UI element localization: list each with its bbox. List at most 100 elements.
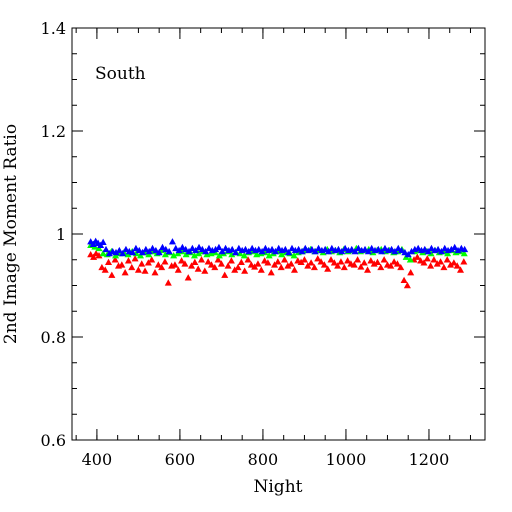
data-point (334, 262, 342, 269)
data-point (387, 262, 395, 269)
data-point (281, 245, 289, 253)
data-point (164, 279, 172, 286)
data-point (97, 241, 105, 249)
data-point (165, 247, 173, 255)
data-point (307, 259, 315, 266)
data-point (460, 249, 468, 257)
data-point (227, 257, 235, 264)
data-point (247, 261, 255, 268)
data-point (324, 265, 332, 272)
data-point (98, 263, 106, 271)
data-point (401, 248, 409, 256)
data-point (141, 267, 149, 274)
data-point (400, 276, 408, 284)
data-point (310, 263, 318, 271)
data-point (158, 243, 166, 251)
data-point (145, 250, 153, 258)
data-point (148, 256, 156, 263)
data-point (151, 269, 159, 276)
data-point (287, 260, 295, 267)
data-point (134, 266, 142, 273)
data-point (413, 253, 421, 260)
data-point (145, 247, 153, 255)
data-point (328, 244, 336, 252)
data-point (404, 250, 412, 258)
data-point (188, 262, 196, 269)
plot-annotation: South (95, 64, 146, 84)
data-point (149, 244, 157, 252)
data-point (115, 246, 123, 254)
data-point (440, 263, 448, 271)
data-point (99, 249, 107, 257)
data-point (124, 250, 132, 258)
data-point (451, 243, 459, 251)
data-point (340, 263, 348, 271)
plot-frame (71, 27, 486, 441)
data-point (417, 257, 425, 264)
data-point (275, 244, 283, 252)
data-point (194, 265, 202, 272)
data-point (321, 245, 329, 253)
data-point (129, 248, 137, 256)
data-point (281, 256, 289, 263)
data-point (300, 256, 308, 263)
data-point (427, 244, 435, 252)
data-point (261, 244, 269, 252)
data-point (288, 244, 296, 252)
data-point (232, 248, 240, 256)
data-point (434, 245, 442, 253)
data-point (90, 253, 98, 260)
data-point (430, 256, 438, 263)
data-point (128, 263, 136, 271)
data-point (244, 256, 252, 263)
data-point (257, 266, 265, 273)
data-point (317, 258, 325, 265)
data-point (391, 247, 399, 255)
data-point (351, 247, 359, 255)
data-point (380, 256, 388, 263)
data-point (195, 243, 203, 251)
data-point (271, 261, 279, 268)
data-point (325, 247, 333, 255)
data-point (155, 248, 163, 256)
data-point (357, 263, 365, 270)
data-point (388, 245, 396, 253)
data-point (132, 244, 140, 252)
data-point (258, 247, 266, 255)
data-point (235, 244, 243, 252)
data-point (154, 261, 162, 268)
data-point (136, 252, 144, 259)
data-point (337, 258, 345, 265)
data-point (181, 260, 189, 267)
data-point (192, 246, 200, 254)
data-point (102, 245, 110, 253)
data-point (131, 255, 139, 262)
data-point (406, 256, 414, 263)
data-point (403, 281, 411, 289)
data-point (294, 257, 302, 264)
data-point (285, 248, 293, 256)
data-point (228, 245, 236, 253)
data-point (139, 248, 147, 256)
data-point (99, 238, 107, 245)
data-point (234, 263, 242, 271)
data-point (207, 261, 215, 268)
x-tick-label: 600 (165, 450, 196, 469)
data-point (314, 255, 322, 262)
data-point (364, 266, 372, 273)
data-point (427, 262, 435, 269)
data-point (364, 247, 372, 255)
data-point (338, 247, 346, 255)
data-point (443, 256, 451, 263)
data-point (182, 245, 190, 253)
data-point (224, 262, 232, 269)
data-point (185, 247, 193, 255)
data-point (174, 266, 182, 273)
data-point (368, 244, 376, 252)
data-point (327, 256, 335, 263)
data-point (101, 266, 109, 273)
data-point (138, 260, 146, 267)
data-point (222, 244, 230, 252)
data-point (215, 243, 223, 251)
